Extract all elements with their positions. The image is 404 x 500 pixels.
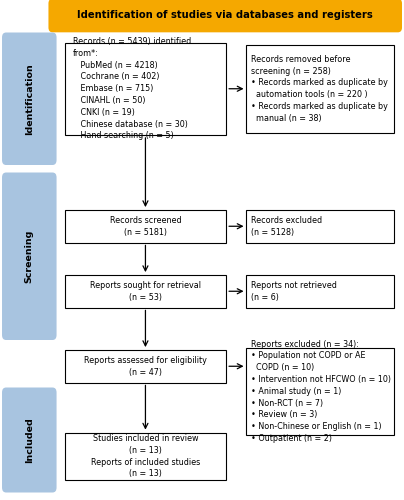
FancyBboxPatch shape xyxy=(246,348,394,435)
Text: Identification: Identification xyxy=(25,63,34,134)
Text: Records excluded
(n = 5128): Records excluded (n = 5128) xyxy=(251,216,322,236)
Text: Studies included in review
(n = 13)
Reports of included studies
(n = 13): Studies included in review (n = 13) Repo… xyxy=(91,434,200,478)
Text: Screening: Screening xyxy=(25,230,34,283)
Text: Reports sought for retrieval
(n = 53): Reports sought for retrieval (n = 53) xyxy=(90,281,201,301)
FancyBboxPatch shape xyxy=(65,350,226,382)
FancyBboxPatch shape xyxy=(246,45,394,132)
Text: Records screened
(n = 5181): Records screened (n = 5181) xyxy=(109,216,181,236)
FancyBboxPatch shape xyxy=(49,0,401,32)
Text: Records (n = 5439) identified
from*:
   PubMed (n = 4218)
   Cochrane (n = 402)
: Records (n = 5439) identified from*: Pub… xyxy=(73,37,191,140)
Text: Included: Included xyxy=(25,417,34,463)
FancyBboxPatch shape xyxy=(65,210,226,242)
FancyBboxPatch shape xyxy=(65,275,226,308)
Text: Reports not retrieved
(n = 6): Reports not retrieved (n = 6) xyxy=(251,281,337,301)
FancyBboxPatch shape xyxy=(246,275,394,308)
FancyBboxPatch shape xyxy=(2,388,57,492)
FancyBboxPatch shape xyxy=(2,172,57,340)
Text: Identification of studies via databases and registers: Identification of studies via databases … xyxy=(77,10,373,20)
FancyBboxPatch shape xyxy=(2,32,57,165)
FancyBboxPatch shape xyxy=(65,42,226,135)
Text: Reports assessed for eligibility
(n = 47): Reports assessed for eligibility (n = 47… xyxy=(84,356,207,376)
FancyBboxPatch shape xyxy=(65,432,226,480)
Text: Records removed before
screening (n = 258)
• Records marked as duplicate by
  au: Records removed before screening (n = 25… xyxy=(251,54,388,122)
Text: Reports excluded (n = 34):
• Population not COPD or AE
  COPD (n = 10)
• Interve: Reports excluded (n = 34): • Population … xyxy=(251,340,391,443)
FancyBboxPatch shape xyxy=(246,210,394,242)
